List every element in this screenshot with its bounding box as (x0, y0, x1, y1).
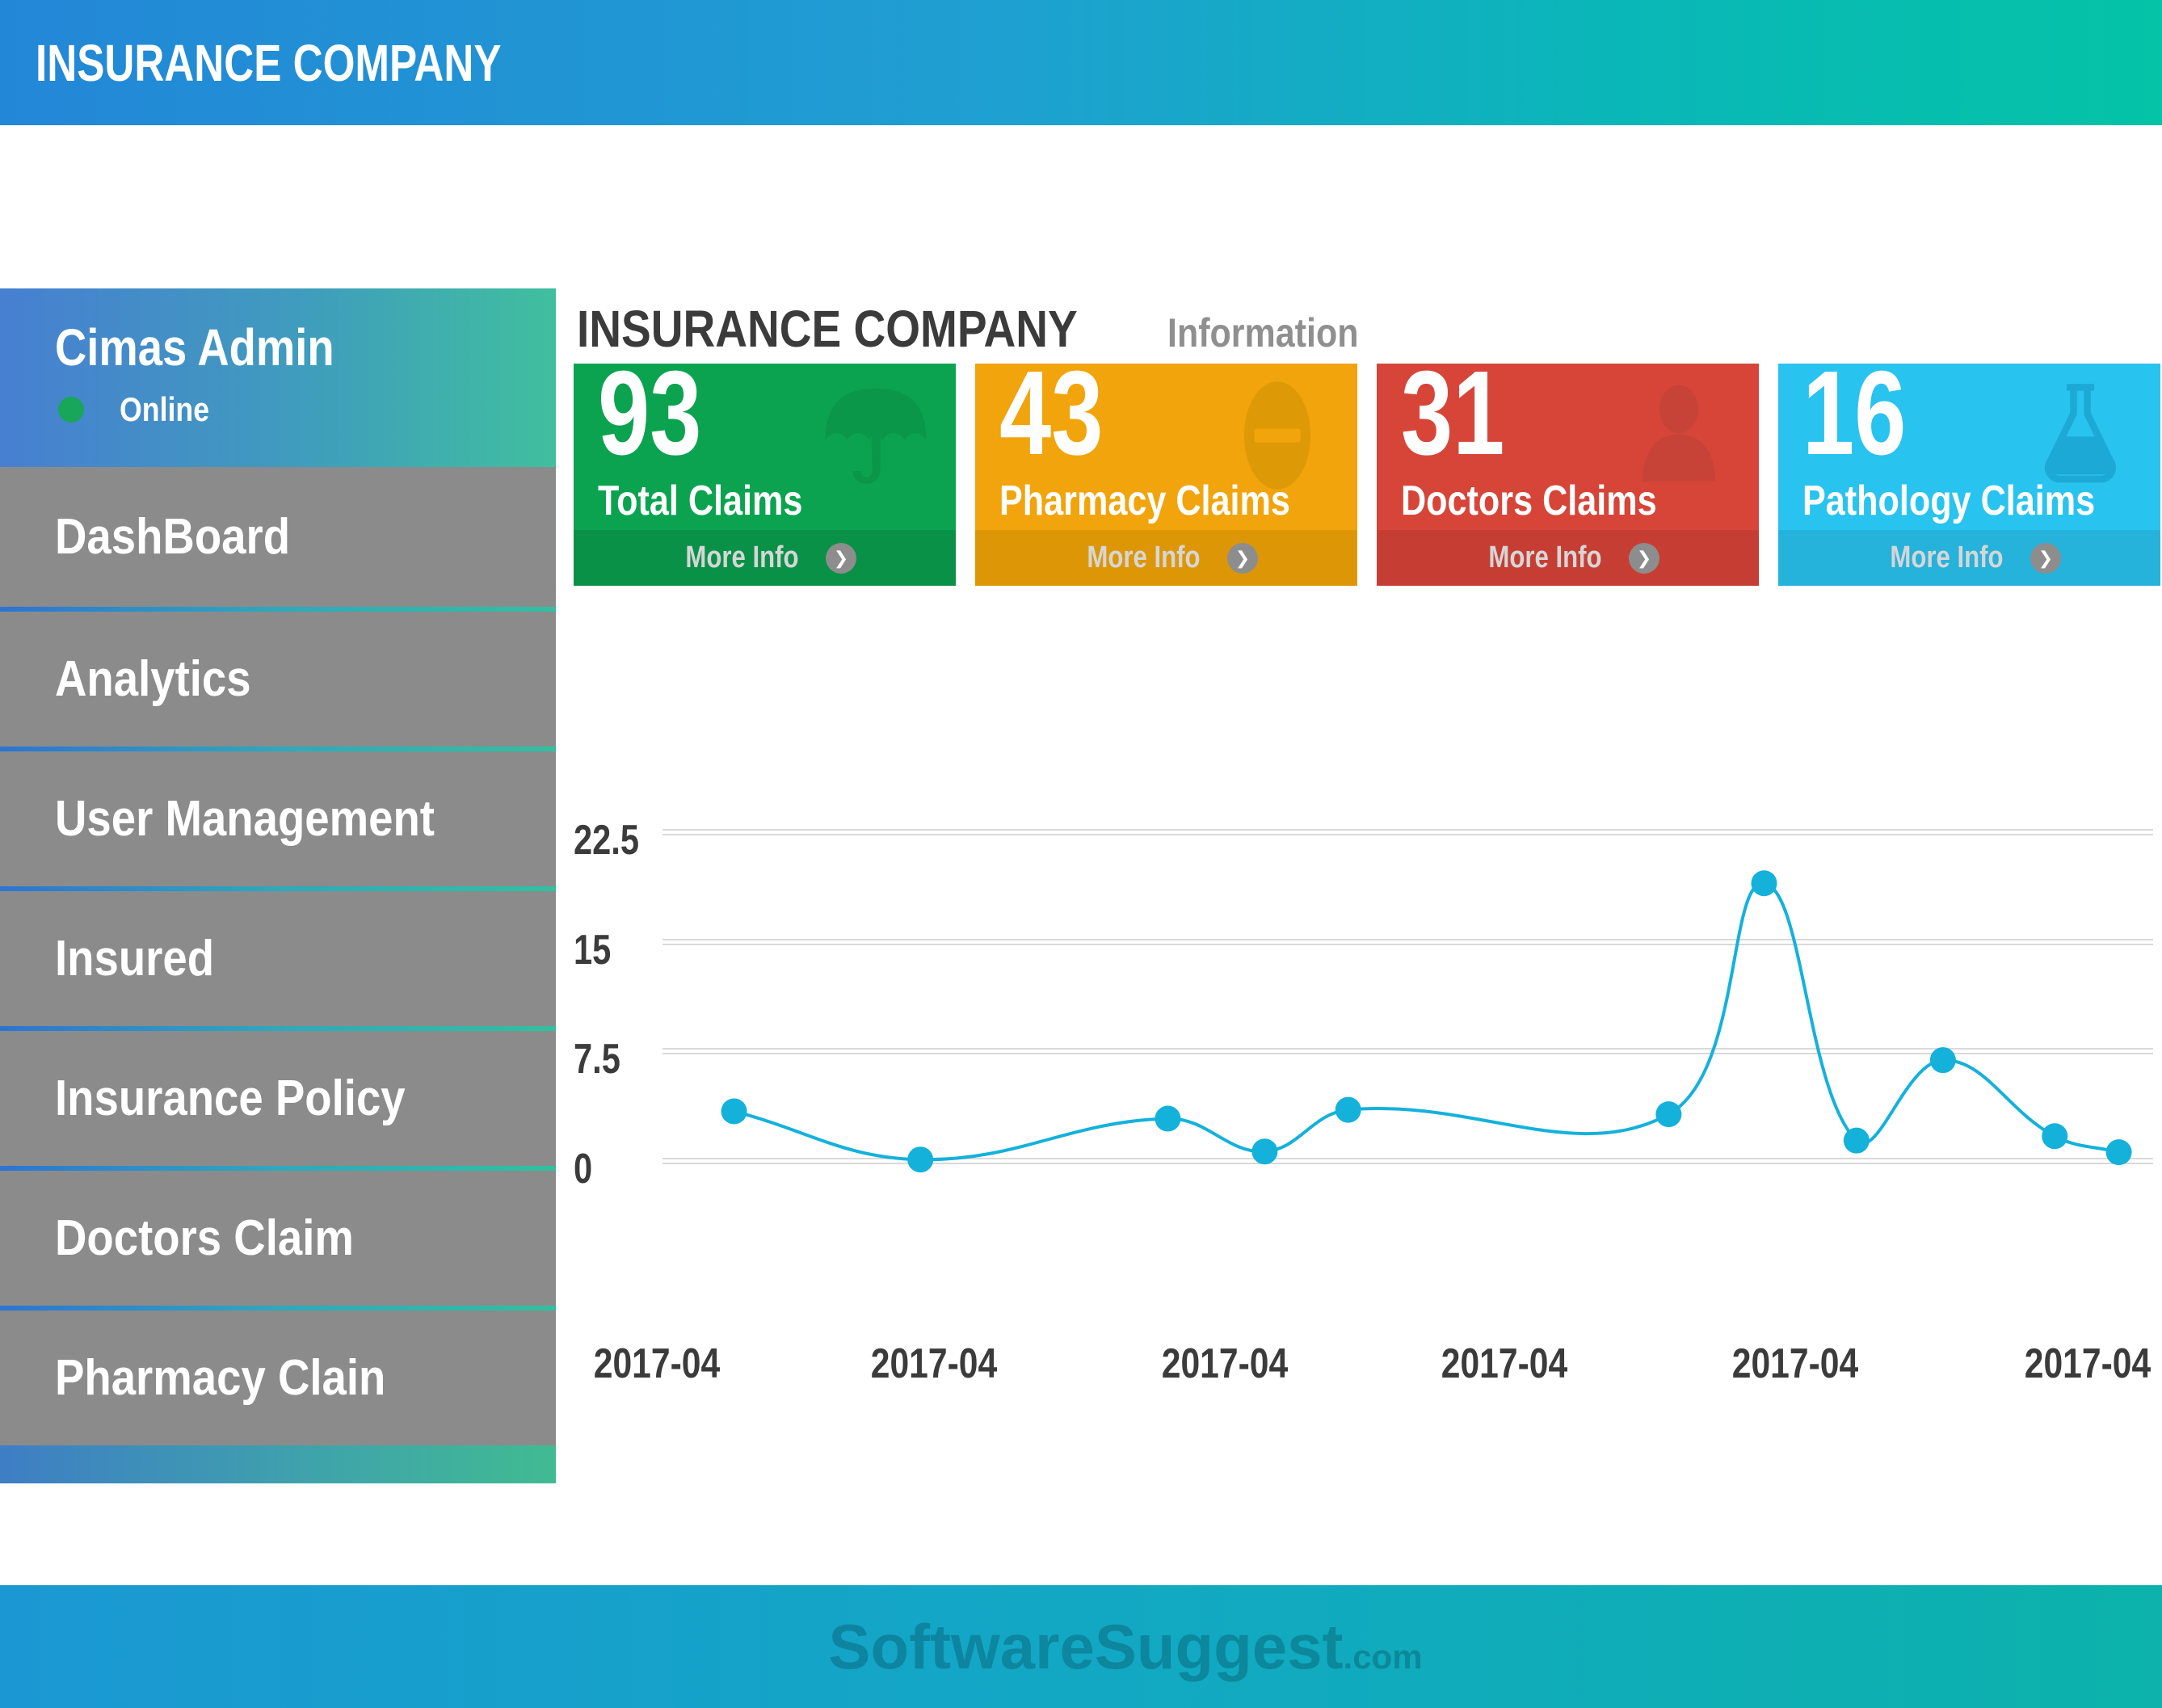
sidebar-user-panel: Cimas Admin Online (0, 288, 556, 467)
online-status-dot-icon (58, 397, 84, 423)
more-info-button[interactable]: More Info ❯ (1778, 530, 2160, 586)
sidebar-bottom-bar (0, 1445, 556, 1483)
y-axis-tick-label: 7.5 (574, 1036, 620, 1083)
user-name: Cimas Admin (55, 318, 334, 377)
more-info-label: More Info (685, 541, 799, 574)
stat-card-value: 93 (598, 364, 702, 480)
data-point-marker (907, 1146, 934, 1173)
data-point-marker (1335, 1096, 1361, 1123)
data-point-marker (1655, 1101, 1682, 1128)
gridline-y-0 (662, 1158, 2153, 1164)
y-axis-tick-label: 22.5 (574, 816, 639, 864)
sidebar-item-analytics[interactable]: Analytics (0, 607, 556, 747)
flask-icon (2023, 378, 2138, 493)
stat-card-label: Doctors Claims (1401, 477, 1657, 524)
umbrella-icon (818, 378, 933, 493)
claims-line-chart: 0 7.5 15 22.5 2017-04 2017-04 2017-04 2017-04 20… (549, 792, 2162, 1438)
x-axis-tick-label: 2017-04 (1731, 1340, 1859, 1387)
x-axis-tick-label: 2017-04 (1441, 1340, 1568, 1387)
stat-card-pharmacy-claims: 43 Pharmacy Claims More Info ❯ (975, 364, 1357, 586)
sidebar-item-user-management[interactable]: User Management (0, 747, 556, 886)
x-axis-tick-label: 2017-04 (1161, 1340, 1288, 1387)
stat-card-value: 16 (1802, 364, 1907, 480)
more-info-button[interactable]: More Info ❯ (574, 530, 956, 586)
data-point-marker (2042, 1123, 2068, 1150)
sidebar-item-insured[interactable]: Insured (0, 886, 556, 1026)
sidebar-nav: DashBoard Analytics User Management Insured… (0, 467, 556, 1445)
x-axis-tick-label: 2017-04 (593, 1340, 720, 1387)
chevron-right-icon: ❯ (1628, 542, 1659, 574)
page-title-sub: Information (1167, 310, 1359, 355)
app-title: INSURANCE COMPANY (36, 33, 502, 92)
data-point-marker (1751, 870, 1777, 897)
sidebar-item-pharmacy-clain[interactable]: Pharmacy Clain (0, 1306, 556, 1445)
more-info-button[interactable]: More Info ❯ (1377, 530, 1759, 586)
user-status-label: Online (120, 390, 210, 428)
data-point-marker (1843, 1127, 1870, 1154)
person-icon (1622, 378, 1736, 493)
sidebar-item-doctors-claim[interactable]: Doctors Claim (0, 1166, 556, 1306)
data-point-marker (2105, 1139, 2132, 1166)
app-header: INSURANCE COMPANY (0, 0, 2162, 125)
x-axis-tick-label: 2017-04 (2024, 1340, 2151, 1387)
chevron-right-icon: ❯ (2030, 542, 2061, 574)
page-title: INSURANCE COMPANY Information (577, 299, 1390, 358)
stat-card-doctors-claims: 31 Doctors Claims More Info ❯ (1377, 364, 1759, 586)
stat-card-body: 16 Pathology Claims (1778, 364, 2160, 530)
gridline-y-22.5 (662, 828, 2153, 835)
stat-card-label: Pathology Claims (1802, 477, 2096, 524)
stat-card-body: 31 Doctors Claims (1377, 364, 1759, 530)
stat-card-label: Total Claims (598, 477, 803, 524)
sidebar: Cimas Admin Online DashBoard Analytics Use… (0, 288, 556, 1483)
watermark: SoftwareSuggest.com (828, 1610, 1423, 1682)
page-title-main: INSURANCE COMPANY (577, 300, 1078, 358)
page-footer: SoftwareSuggest.com (0, 1585, 2162, 1708)
chevron-right-icon: ❯ (825, 542, 856, 574)
stat-card-body: 43 Pharmacy Claims (975, 364, 1357, 530)
data-point-marker (721, 1098, 747, 1125)
minus-circle-icon (1220, 378, 1335, 493)
y-axis-tick-label: 0 (574, 1146, 593, 1193)
more-info-label: More Info (1890, 541, 2004, 574)
y-axis-tick-label: 15 (574, 926, 612, 974)
stat-card-body: 93 Total Claims (574, 364, 956, 530)
data-point-marker (1929, 1047, 1956, 1074)
gridline-y-15 (662, 938, 2153, 945)
data-point-marker (1155, 1105, 1181, 1132)
sidebar-item-insurance-policy[interactable]: Insurance Policy (0, 1026, 556, 1166)
stat-card-pathology-claims: 16 Pathology Claims More Info ❯ (1778, 364, 2160, 586)
more-info-button[interactable]: More Info ❯ (975, 530, 1357, 586)
stat-card-total-claims: 93 Total Claims More Info ❯ (574, 364, 956, 586)
stat-card-value: 43 (999, 364, 1104, 480)
series-line (734, 881, 2120, 1162)
user-status: Online (58, 387, 225, 432)
x-axis-tick-label: 2017-04 (870, 1340, 998, 1387)
stat-card-label: Pharmacy Claims (999, 477, 1290, 524)
chevron-right-icon: ❯ (1226, 542, 1258, 574)
stat-cards-row: 93 Total Claims More Info ❯ 43 Pharmacy … (574, 364, 2162, 586)
more-info-label: More Info (1087, 541, 1201, 574)
stat-card-value: 31 (1401, 364, 1505, 480)
line-series-canvas (721, 870, 2132, 1173)
gridline-y-7.5 (662, 1048, 2153, 1055)
data-point-marker (1251, 1138, 1278, 1165)
sidebar-item-dashboard[interactable]: DashBoard (0, 467, 556, 607)
more-info-label: More Info (1488, 541, 1602, 574)
